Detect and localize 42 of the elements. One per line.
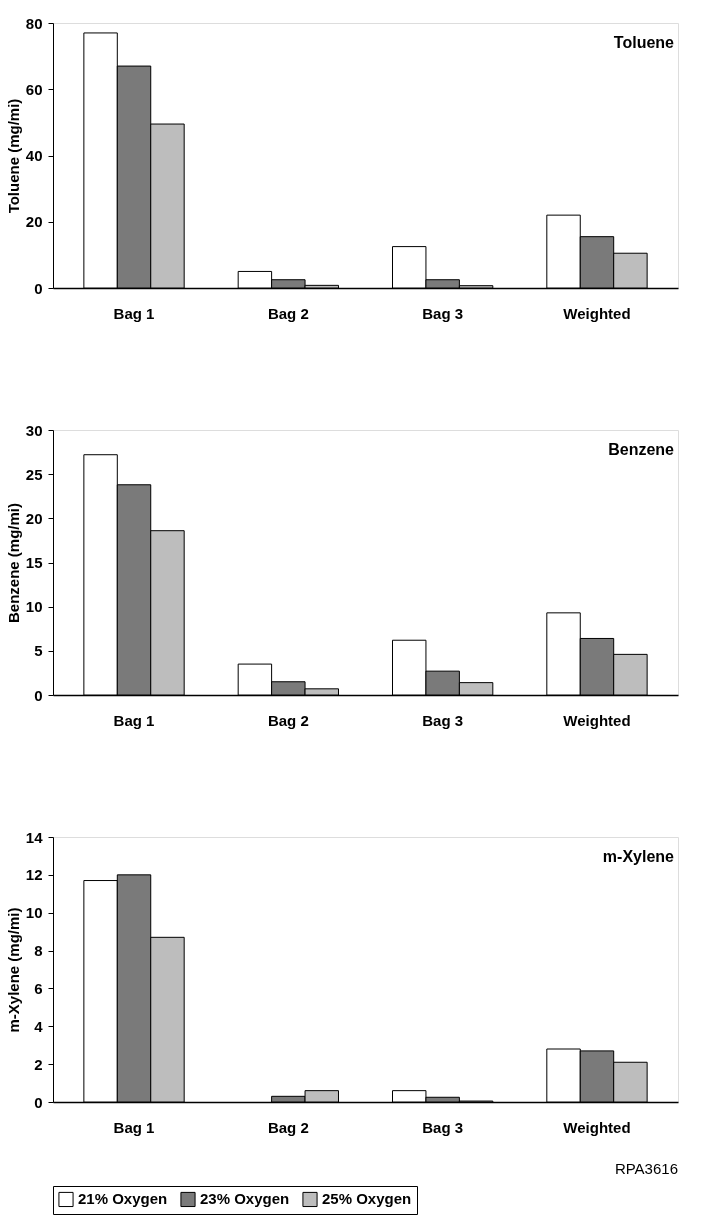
x-tick-label: Bag 2 (267, 304, 309, 322)
y-tick-label: 12 (25, 866, 43, 884)
y-axis-title: Benzene (mg/mi) (4, 502, 22, 624)
x-tick-label: Bag 1 (113, 304, 155, 322)
y-tick-label: 4 (34, 1017, 44, 1035)
y-tick-label: 30 (25, 421, 43, 439)
x-tick-label: Weighted (563, 1118, 631, 1136)
x-tick-label: Weighted (563, 304, 631, 322)
x-tick-label: Bag 1 (113, 711, 155, 729)
y-tick-label: 5 (34, 642, 43, 660)
y-tick-label: 40 (25, 147, 43, 164)
y-tick-label: 20 (25, 213, 43, 231)
y-tick-label: 2 (34, 1055, 43, 1073)
y-tick-label: 0 (34, 1093, 43, 1111)
text: RPA3616 (614, 1160, 678, 1177)
y-tick-label: 14 (25, 828, 44, 846)
x-tick-label: Bag 2 (267, 711, 309, 729)
y-tick-label: 6 (34, 979, 43, 997)
y-axis-title: m-Xylene (mg/mi) (4, 907, 22, 1033)
y-tick-label: 25 (25, 465, 43, 483)
x-tick-label: Bag 3 (422, 1118, 464, 1136)
x-tick-label: Bag 3 (422, 304, 464, 322)
y-tick-label: 60 (25, 80, 43, 98)
x-tick-label: Bag 1 (113, 1118, 155, 1136)
legend-label: 21% Oxygen (78, 1190, 168, 1208)
y-tick-label: 0 (34, 279, 43, 297)
y-axis-title: Toluene (mg/mi) (4, 98, 22, 214)
y-tick-label: 10 (25, 904, 43, 922)
text: Benzene (608, 441, 675, 458)
x-tick-label: Bag 2 (267, 1118, 309, 1136)
x-tick-label: Weighted (563, 711, 631, 729)
y-tick-label: 15 (25, 554, 43, 571)
y-tick-label: 0 (34, 686, 43, 704)
y-tick-label: 10 (25, 598, 43, 616)
x-tick-label: Bag 3 (422, 711, 464, 729)
legend-label: 23% Oxygen (200, 1190, 290, 1208)
y-tick-label: 80 (25, 14, 43, 32)
y-tick-label: 8 (34, 942, 43, 960)
legend-label: 25% Oxygen (322, 1190, 412, 1208)
text: Toluene (613, 34, 675, 51)
y-tick-label: 20 (25, 509, 43, 527)
text: m-Xylene (602, 848, 675, 865)
